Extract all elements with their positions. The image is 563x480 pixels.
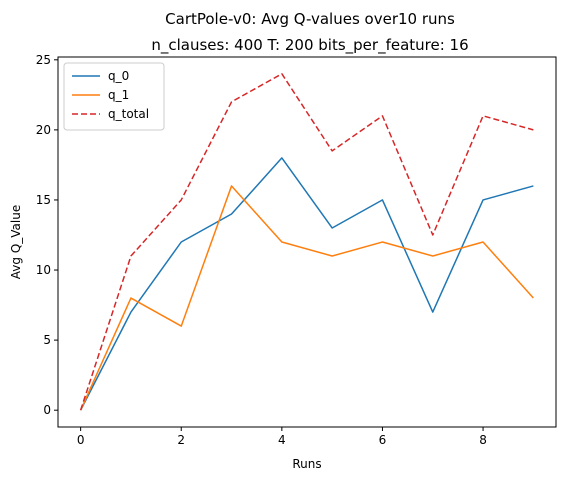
legend: q_0 q_1 q_total: [63, 62, 165, 131]
x-axis-label: Runs: [292, 457, 321, 471]
y-tick-label: 5: [43, 333, 51, 347]
x-tick-label: 8: [479, 433, 487, 447]
series-line-q-total: [79, 73, 534, 411]
legend-box: [63, 62, 165, 131]
series-line-q-1: [79, 185, 534, 411]
y-tick-label: 10: [36, 263, 51, 277]
chart-title: CartPole-v0: Avg Q-values over10 runs: [165, 10, 455, 28]
legend-label-q-0: q_0: [108, 69, 129, 83]
plot-frame: [57, 56, 557, 428]
series-lines: [79, 73, 534, 411]
legend-label-q-1: q_1: [108, 88, 129, 102]
y-axis-label: Avg Q_Value: [9, 205, 23, 279]
series-line-q-0: [79, 157, 534, 411]
x-tick-label: 4: [278, 433, 286, 447]
y-tick-label: 15: [36, 193, 51, 207]
x-tick-label: 0: [77, 433, 85, 447]
legend-label-q-total: q_total: [108, 107, 149, 121]
y-tick-label: 0: [43, 403, 51, 417]
x-tick-label: 2: [177, 433, 185, 447]
y-tick-label: 25: [36, 53, 51, 67]
axis-ticks: 0 2 4 6 8 0 5 10 15 20 25: [36, 53, 487, 447]
y-tick-label: 20: [36, 123, 51, 137]
chart-subtitle: n_clauses: 400 T: 200 bits_per_feature: …: [151, 36, 468, 55]
x-tick-label: 6: [379, 433, 387, 447]
